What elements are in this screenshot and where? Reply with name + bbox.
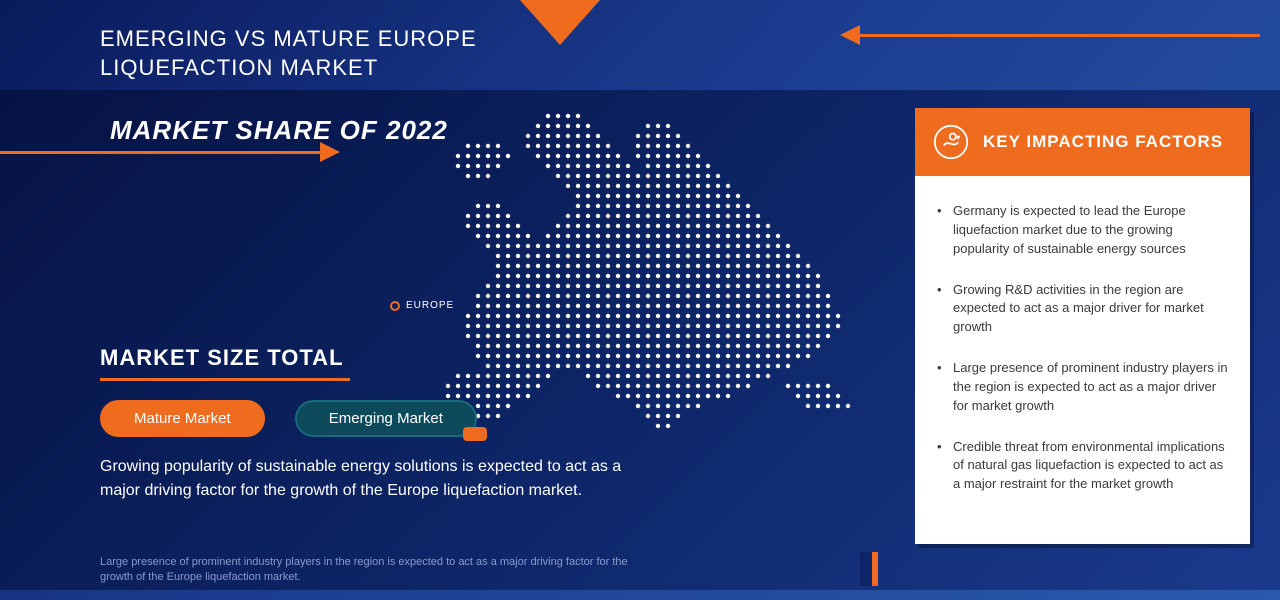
map-svg	[440, 100, 860, 460]
pill-mature-label: Mature Market	[134, 410, 231, 427]
panel-title: KEY IMPACTING FACTORS	[983, 132, 1223, 152]
panel-body: Germany is expected to lead the Europe l…	[915, 176, 1250, 544]
europe-legend-marker	[390, 301, 400, 311]
top-arrow-right	[840, 25, 1260, 45]
market-type-pills: Mature Market Emerging Market	[100, 400, 477, 437]
key-icon	[933, 124, 969, 160]
pill-emerging-market[interactable]: Emerging Market	[295, 400, 477, 437]
factor-item: Growing R&D activities in the region are…	[937, 281, 1228, 338]
europe-dot-map	[440, 100, 860, 460]
factor-item: Credible threat from environmental impli…	[937, 438, 1228, 495]
title-line2: LIQUEFACTION MARKET	[100, 54, 477, 83]
pill-accent-tab	[463, 427, 487, 441]
footer-paragraph: Large presence of prominent industry pla…	[100, 555, 650, 586]
key-factors-panel: KEY IMPACTING FACTORS Germany is expecte…	[915, 108, 1250, 544]
europe-legend: EUROPE	[390, 300, 454, 311]
panel-header: KEY IMPACTING FACTORS	[915, 108, 1250, 176]
factor-list: Germany is expected to lead the Europe l…	[937, 202, 1228, 494]
top-accent-shape	[520, 0, 720, 50]
europe-legend-label: EUROPE	[406, 300, 454, 311]
arrow-to-map	[0, 142, 340, 162]
body-paragraph: Growing popularity of sustainable energy…	[100, 455, 630, 503]
accent-triangle	[520, 0, 600, 45]
market-size-heading: MARKET SIZE TOTAL	[100, 345, 344, 371]
factor-item: Large presence of prominent industry pla…	[937, 359, 1228, 416]
factor-item: Germany is expected to lead the Europe l…	[937, 202, 1228, 259]
title-line1: EMERGING VS MATURE EUROPE	[100, 25, 477, 54]
pill-mature-market[interactable]: Mature Market	[100, 400, 265, 437]
pill-emerging-label: Emerging Market	[329, 410, 443, 427]
footer-accent-bar	[860, 552, 878, 586]
heading-underline	[100, 378, 350, 381]
page-title: EMERGING VS MATURE EUROPE LIQUEFACTION M…	[100, 25, 477, 82]
